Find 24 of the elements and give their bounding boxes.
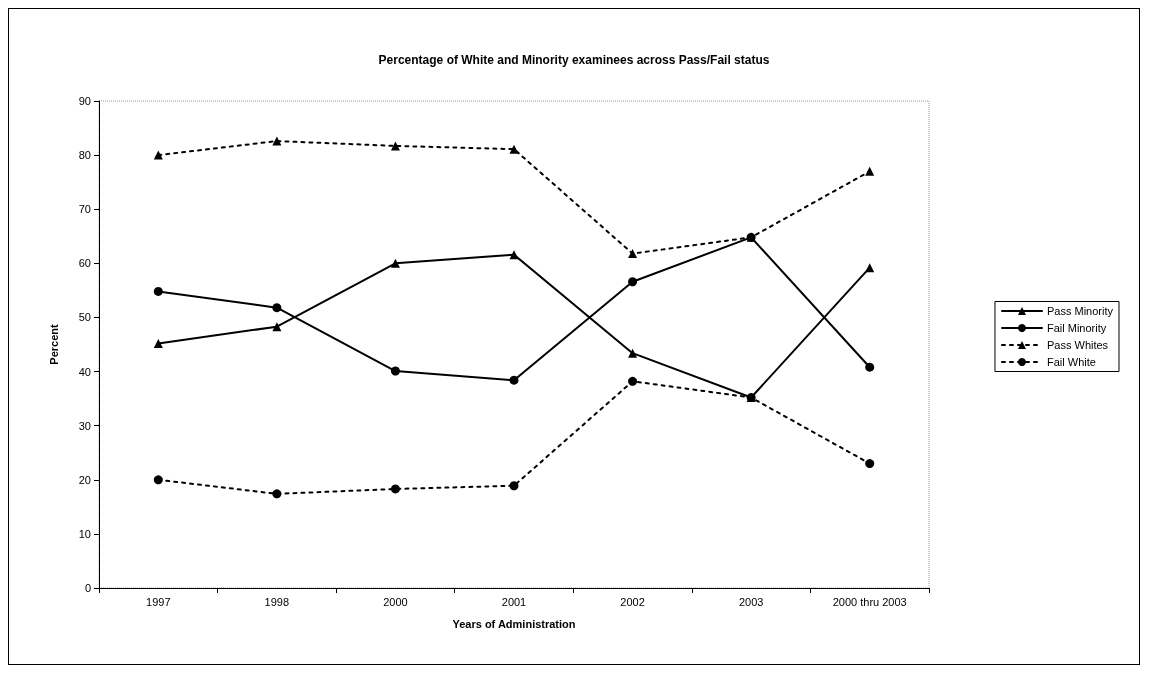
chart-title: Percentage of White and Minority examinees across Pass/Fail status: [378, 53, 770, 67]
y-tick-label: 20: [78, 473, 91, 486]
legend-label: Pass Whites: [1046, 339, 1109, 351]
x-tick-label: 2000 thru 2003: [832, 595, 907, 608]
y-tick-label: 60: [78, 257, 91, 270]
y-tick-label: 80: [78, 149, 91, 162]
x-tick-label: 1998: [264, 595, 290, 608]
y-axis-title: Percent: [47, 323, 60, 365]
x-tick-label: 2000: [383, 595, 408, 608]
y-tick-label: 30: [78, 419, 91, 432]
x-tick-label: 2001: [501, 595, 527, 608]
legend-label: Fail Minority: [1046, 322, 1107, 334]
y-tick-label: 0: [84, 582, 91, 594]
y-tick-label: 90: [78, 95, 91, 107]
x-tick-label: 2002: [620, 595, 645, 608]
x-axis-title: Years of Administration: [452, 617, 576, 630]
y-tick-label: 50: [78, 311, 91, 324]
y-tick-label: 70: [78, 203, 91, 216]
x-tick-label: 1997: [146, 595, 171, 608]
legend-label: Fail White: [1046, 356, 1096, 368]
y-tick-label: 10: [78, 527, 91, 540]
legend-label: Pass Minority: [1046, 305, 1114, 317]
x-tick-label: 2003: [738, 595, 764, 608]
y-tick-label: 40: [78, 365, 91, 378]
